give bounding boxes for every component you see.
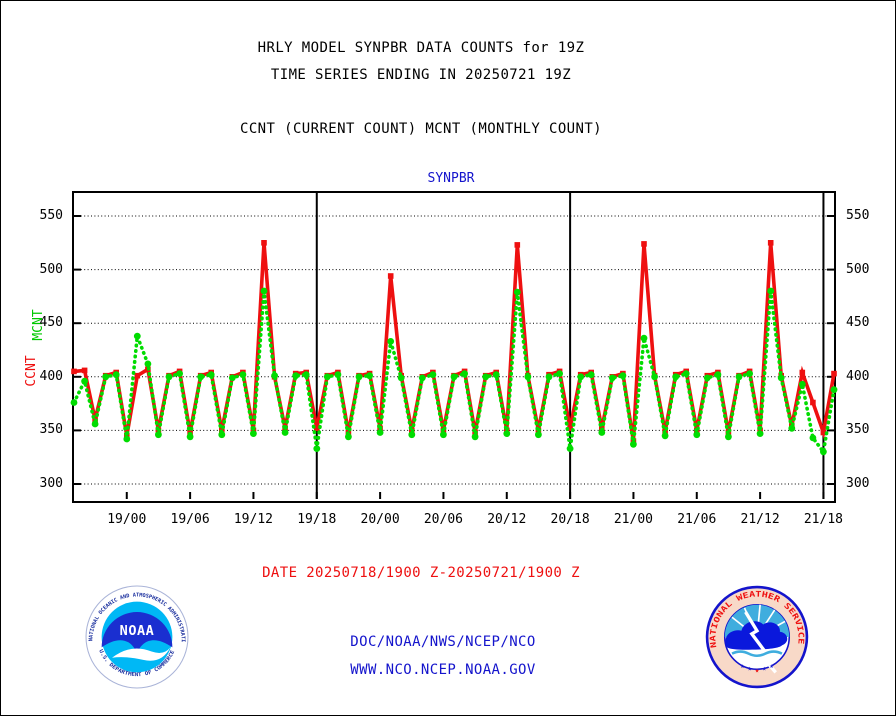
x-axis-tick-label: 19/06 bbox=[170, 512, 210, 527]
nws-logo: ★ ★ ★ ★ ★ NATIONAL WEATHER SERVICE bbox=[705, 585, 809, 689]
y-axis-tick-label: 300 bbox=[846, 476, 870, 491]
x-axis-tick-label: 21/06 bbox=[677, 512, 717, 527]
svg-text:★: ★ bbox=[769, 661, 774, 670]
chart-title: SYNPBR bbox=[427, 171, 475, 186]
noaa-sky-shape bbox=[101, 612, 173, 654]
y-axis-tick-label: 550 bbox=[846, 208, 870, 223]
svg-text:★: ★ bbox=[748, 663, 753, 672]
noaa-logo: NOAA NATIONAL OCEANIC AND ATMOSPHERIC AD… bbox=[85, 585, 189, 689]
y-axis-tick-label: 400 bbox=[39, 368, 63, 384]
svg-text:★: ★ bbox=[762, 663, 767, 672]
y-axis-tick-label: 450 bbox=[39, 315, 63, 331]
page-subtitle: TIME SERIES ENDING IN 20250721 19Z bbox=[270, 67, 572, 83]
y-axis-tick-label: 500 bbox=[39, 261, 63, 277]
x-axis-tick-label: 20/00 bbox=[360, 512, 400, 527]
noaa-wordmark: NOAA bbox=[120, 623, 155, 639]
y-axis-tick-label: 500 bbox=[846, 261, 870, 277]
x-axis-tick-label: 21/12 bbox=[740, 512, 780, 527]
date-range-line: DATE 20250718/1900 Z-20250721/1900 Z bbox=[262, 565, 580, 581]
y-axis-tick-label: 550 bbox=[39, 208, 63, 223]
nws-wave-icon bbox=[731, 650, 783, 657]
url-line: WWW.NCO.NCEP.NOAA.GOV bbox=[350, 662, 536, 678]
plot-frame bbox=[72, 191, 836, 503]
y-axis-right: 300 350 400 450 500 550 bbox=[846, 1, 892, 715]
y-axis-tick-label: 350 bbox=[846, 422, 870, 438]
y-axis-tick-label: 350 bbox=[39, 422, 63, 438]
x-axis-tick-label: 19/00 bbox=[107, 512, 147, 527]
nws-stars: ★ ★ ★ ★ ★ bbox=[740, 661, 774, 674]
svg-text:★: ★ bbox=[740, 661, 745, 670]
noaa-gull-icon bbox=[112, 647, 171, 661]
x-axis-tick-label: 19/12 bbox=[233, 512, 273, 527]
x-axis-tick-label: 21/18 bbox=[803, 512, 843, 527]
y-axis-tick-label: 450 bbox=[846, 315, 870, 331]
page-title: HRLY MODEL SYNPBR DATA COUNTS for 19Z bbox=[257, 40, 585, 56]
y-axis-left: 300 350 400 450 500 550 bbox=[25, 1, 63, 715]
nws-lightning-icon bbox=[744, 611, 777, 674]
x-axis-tick-label: 19/18 bbox=[297, 512, 337, 527]
series-legend-line: CCNT (CURRENT COUNT) MCNT (MONTHLY COUNT… bbox=[240, 121, 602, 137]
nws-cloud-icon bbox=[725, 621, 788, 650]
x-axis-tick-label: 20/06 bbox=[423, 512, 463, 527]
y-axis-tick-label: 400 bbox=[846, 368, 870, 384]
x-axis-tick-label: 21/00 bbox=[613, 512, 653, 527]
y-axis-tick-label: 300 bbox=[39, 476, 63, 491]
svg-text:★: ★ bbox=[755, 665, 760, 674]
org-line: DOC/NOAA/NWS/NCEP/NCO bbox=[350, 634, 536, 650]
x-axis-tick-label: 20/12 bbox=[487, 512, 527, 527]
x-axis-tick-label: 20/18 bbox=[550, 512, 590, 527]
